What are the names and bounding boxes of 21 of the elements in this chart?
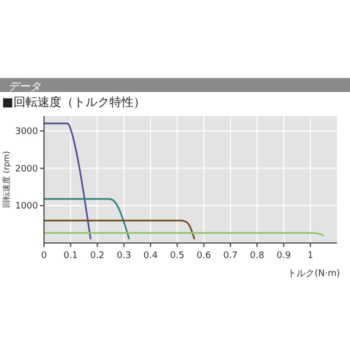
y-tick-label: 3000 bbox=[15, 126, 38, 137]
line-series bbox=[43, 122, 92, 240]
chart-title: ■回転速度（トルク特性） bbox=[2, 95, 146, 109]
x-tick-label: 0.8 bbox=[250, 251, 265, 261]
x-tick-label: 0.6 bbox=[196, 251, 212, 261]
y-axis-title: 回転速度 (rpm) bbox=[2, 151, 11, 208]
x-tick-label: 0.9 bbox=[276, 251, 292, 261]
y-tick-label: 2000 bbox=[15, 164, 38, 174]
x-tick-label: 0 bbox=[41, 251, 48, 261]
y-tick-label: 1000 bbox=[15, 202, 38, 212]
x-tick-label: 0.1 bbox=[63, 251, 78, 261]
x-axis-title: トルク(N·m) bbox=[288, 269, 340, 279]
line-series bbox=[43, 198, 130, 240]
x-tick-label: 0.3 bbox=[116, 251, 132, 261]
x-tick-label: 0.7 bbox=[223, 251, 238, 261]
x-tick-label: 1 bbox=[307, 251, 314, 261]
line-series bbox=[43, 220, 196, 240]
text: データ bbox=[8, 80, 41, 93]
x-tick-label: 0.2 bbox=[90, 251, 104, 261]
x-tick-label: 0.4 bbox=[143, 251, 158, 261]
x-tick-label: 0.5 bbox=[170, 251, 184, 261]
